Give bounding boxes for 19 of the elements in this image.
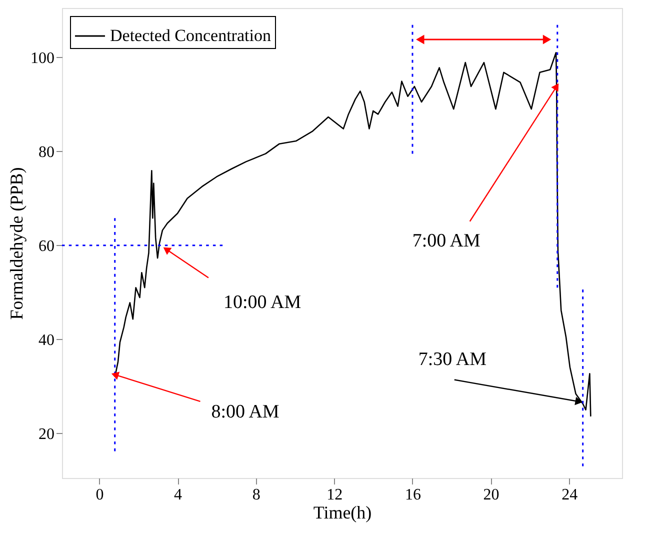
- legend-label: Detected Concentration: [110, 26, 272, 45]
- x-tick-label: 24: [562, 486, 578, 504]
- x-tick-label: 16: [404, 486, 421, 504]
- x-tick-label: 0: [96, 486, 104, 504]
- annotation: 7:30 AM: [418, 349, 487, 370]
- x-tick-label: 20: [483, 486, 500, 504]
- x-tick-label: 12: [326, 486, 343, 504]
- annotation: 7:00 AM: [412, 230, 481, 252]
- y-tick-label: 100: [30, 50, 54, 67]
- annotation: 10:00 AM: [224, 292, 302, 313]
- y-tick-label: 20: [38, 426, 54, 443]
- y-tick-label: 80: [38, 144, 54, 161]
- x-tick-label: 8: [252, 486, 260, 504]
- annotation: 8:00 AM: [211, 402, 280, 423]
- x-tick-label: 4: [174, 486, 182, 504]
- y-tick-label: 60: [38, 238, 54, 255]
- x-axis-title: Time(h): [313, 502, 372, 522]
- y-axis-title: Formaldehyde (PPB): [6, 167, 26, 320]
- y-tick-label: 40: [38, 332, 54, 349]
